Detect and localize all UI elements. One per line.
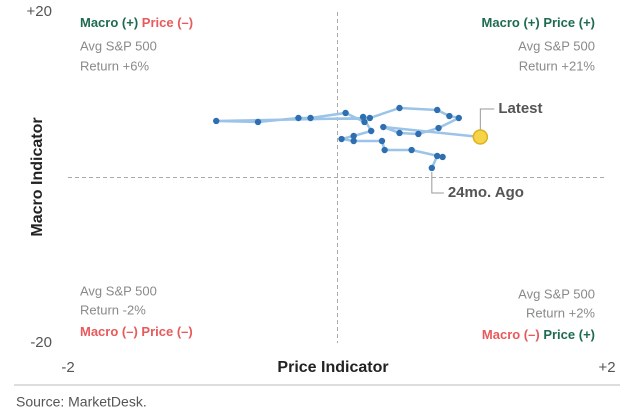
point <box>254 118 262 126</box>
quadrant-macro: Macro (+) <box>482 15 540 30</box>
quadrant-return: Return +2% <box>526 305 595 320</box>
point <box>435 124 442 132</box>
point <box>434 106 441 114</box>
annotation-leader <box>479 108 495 130</box>
point <box>428 164 436 172</box>
quadrant-header: Macro (–) Price (+) <box>482 327 595 342</box>
quadrant-avg: Avg S&P 500 <box>518 38 595 53</box>
y-axis-title: Macro Indicator <box>29 117 46 236</box>
point <box>338 135 345 143</box>
quadrant-price: Price (–) <box>142 15 193 30</box>
point <box>408 146 415 154</box>
point <box>380 123 387 131</box>
point <box>307 114 314 122</box>
quadrant-macro: Macro (–) <box>80 324 138 339</box>
source: Source: MarketDesk. <box>16 394 147 410</box>
point <box>415 130 422 138</box>
latest-annotation: Latest <box>498 100 542 117</box>
quadrant-macro: Macro (+) <box>80 15 138 30</box>
x-tick-label: +2 <box>598 359 615 376</box>
quadrant-avg: Avg S&P 500 <box>518 286 595 301</box>
quadrant-header: Macro (+) Price (–) <box>80 15 193 30</box>
x-axis-title: Price Indicator <box>277 359 388 376</box>
point <box>381 146 388 154</box>
point <box>350 137 357 145</box>
point <box>378 137 386 145</box>
y-tick-label: -20 <box>30 334 52 351</box>
point <box>342 109 349 117</box>
latest-point <box>472 129 489 145</box>
quadrant-header: Macro (+) Price (+) <box>482 15 595 30</box>
quadrant-macro: Macro (–) <box>482 327 540 342</box>
point <box>434 152 441 160</box>
x-tick-label: -2 <box>61 359 74 376</box>
point <box>455 114 462 122</box>
point <box>396 104 403 112</box>
y-tick-label: +20 <box>27 3 52 20</box>
quadrant-price: Price (–) <box>141 324 192 339</box>
quadrant-return: Return -2% <box>80 302 146 317</box>
quadrant-header: Macro (–) Price (–) <box>80 324 193 339</box>
point <box>439 153 446 161</box>
quadrant-price: Price (+) <box>543 327 595 342</box>
quadrant-return: Return +21% <box>519 58 596 73</box>
point <box>295 114 302 122</box>
point <box>359 113 367 121</box>
quadrant-price: Price (+) <box>543 15 595 30</box>
quadrant-avg: Avg S&P 500 <box>80 283 157 298</box>
point <box>350 132 357 140</box>
quadrant-avg: Avg S&P 500 <box>80 38 157 53</box>
quadrant-return: Return +6% <box>80 58 149 73</box>
point <box>446 112 453 120</box>
point <box>396 129 403 137</box>
point <box>213 117 220 125</box>
start-annotation: 24mo. Ago <box>448 184 524 201</box>
point <box>361 118 368 126</box>
annotation-leader <box>431 171 444 194</box>
point <box>367 127 375 135</box>
point <box>366 114 374 122</box>
